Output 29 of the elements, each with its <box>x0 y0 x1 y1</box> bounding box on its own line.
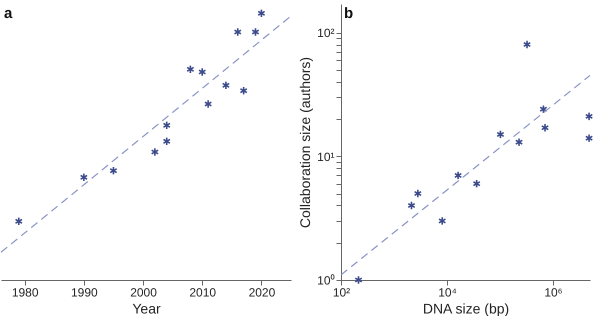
y-tick-label: 10⁰ <box>317 274 334 288</box>
y-axis-title: Collaboration size (authors) <box>297 56 314 228</box>
point <box>162 136 171 146</box>
point <box>222 80 230 90</box>
point <box>198 67 206 77</box>
x-tick-label: 2000 <box>130 286 158 300</box>
point <box>80 172 88 182</box>
point <box>150 147 159 157</box>
x-tick-label: 2010 <box>189 286 216 300</box>
point <box>109 166 118 176</box>
x-tick-label: 1980 <box>12 286 39 300</box>
point <box>257 8 266 18</box>
x-tick-label: 10⁴ <box>438 286 457 300</box>
x-tick-label: 2020 <box>248 286 276 300</box>
point <box>162 120 171 130</box>
chart-title: b <box>344 5 354 22</box>
x-axis-title: Year <box>132 300 161 316</box>
point <box>240 86 248 96</box>
chart-title: a <box>4 5 13 22</box>
y-tick-label: 10² <box>317 26 335 40</box>
y-tick-label: 10¹ <box>317 150 335 164</box>
point <box>204 99 212 109</box>
point <box>14 216 23 226</box>
x-tick-label: 10⁶ <box>544 286 563 300</box>
point <box>251 27 260 37</box>
x-tick-label: 10² <box>332 286 350 300</box>
point <box>186 64 194 74</box>
x-tick-label: 1990 <box>71 286 98 300</box>
point <box>234 27 242 37</box>
